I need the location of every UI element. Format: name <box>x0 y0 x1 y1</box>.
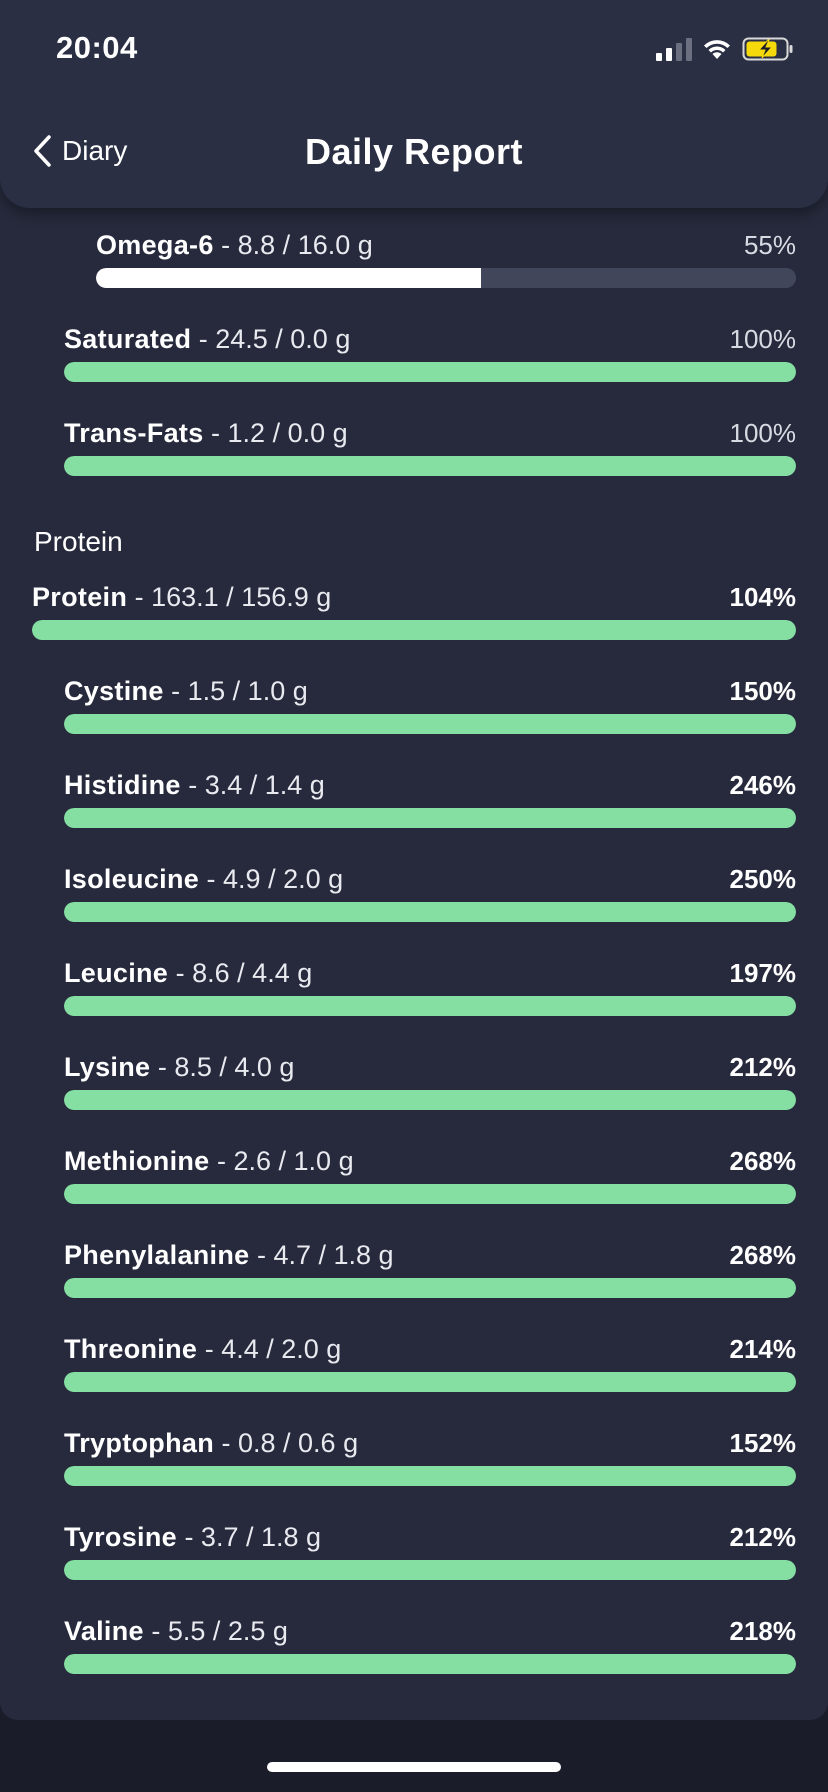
nutrient-row-phenylalanine: Phenylalanine - 4.7 / 1.8 g 268% <box>64 1240 796 1300</box>
nutrient-percent: 268% <box>729 1146 797 1176</box>
nutrient-row-omega-6: Omega-6 - 8.8 / 16.0 g 55% <box>96 230 796 290</box>
progress-track <box>64 1654 796 1674</box>
status-time: 20:04 <box>56 30 138 65</box>
nutrient-row-methionine: Methionine - 2.6 / 1.0 g 268% <box>64 1146 796 1206</box>
back-label: Diary <box>62 135 128 166</box>
nutrient-label: Valine - 5.5 / 2.5 g <box>64 1616 288 1646</box>
nutrient-row-tyrosine: Tyrosine - 3.7 / 1.8 g 212% <box>64 1522 796 1582</box>
back-button[interactable]: Diary <box>32 134 127 168</box>
progress-fill <box>64 714 796 734</box>
progress-fill <box>64 1372 796 1392</box>
progress-track <box>96 268 796 288</box>
nutrient-percent: 100% <box>729 324 797 354</box>
progress-track <box>64 1278 796 1298</box>
progress-track <box>64 1466 796 1486</box>
nutrient-percent: 246% <box>729 770 797 800</box>
nutrient-label: Methionine - 2.6 / 1.0 g <box>64 1146 354 1176</box>
progress-track <box>64 456 796 476</box>
nutrient-row-isoleucine: Isoleucine - 4.9 / 2.0 g 250% <box>64 864 796 924</box>
nutrient-row-valine: Valine - 5.5 / 2.5 g 218% <box>64 1616 796 1676</box>
progress-track <box>64 808 796 828</box>
nutrient-label: Tyrosine - 3.7 / 1.8 g <box>64 1522 322 1552</box>
nutrient-label: Tryptophan - 0.8 / 0.6 g <box>64 1428 359 1458</box>
home-indicator[interactable] <box>267 1762 561 1772</box>
progress-fill <box>32 620 796 640</box>
progress-fill <box>64 1184 796 1204</box>
section-title-protein: Protein <box>34 526 123 557</box>
nutrient-row-threonine: Threonine - 4.4 / 2.0 g 214% <box>64 1334 796 1394</box>
nutrient-percent: 250% <box>729 864 797 894</box>
progress-track <box>64 902 796 922</box>
nutrient-percent: 197% <box>729 958 797 988</box>
nutrient-label: Isoleucine - 4.9 / 2.0 g <box>64 864 344 894</box>
nutrient-label: Saturated - 24.5 / 0.0 g <box>64 324 351 354</box>
progress-track <box>64 996 796 1016</box>
progress-fill <box>64 1090 796 1110</box>
progress-track <box>64 1372 796 1392</box>
progress-fill <box>64 1654 796 1674</box>
nutrient-percent: 214% <box>729 1334 797 1364</box>
nutrient-label: Histidine - 3.4 / 1.4 g <box>64 770 325 800</box>
nutrient-percent: 212% <box>729 1052 797 1082</box>
nutrient-row-tryptophan: Tryptophan - 0.8 / 0.6 g 152% <box>64 1428 796 1488</box>
progress-fill <box>96 268 481 288</box>
nutrient-percent: 152% <box>729 1428 797 1458</box>
nutrient-percent: 55% <box>743 230 796 260</box>
nutrient-label: Threonine - 4.4 / 2.0 g <box>64 1334 342 1364</box>
cellular-signal-icon <box>656 37 692 61</box>
progress-fill <box>64 1278 796 1298</box>
report-card: Omega-6 - 8.8 / 16.0 g 55% Saturated - 2… <box>0 0 828 1720</box>
nutrient-label: Trans-Fats - 1.2 / 0.0 g <box>64 418 348 448</box>
progress-fill <box>64 1560 796 1580</box>
nutrient-row-leucine: Leucine - 8.6 / 4.4 g 197% <box>64 958 796 1018</box>
nutrient-label: Cystine - 1.5 / 1.0 g <box>64 676 308 706</box>
nutrient-percent: 212% <box>729 1522 797 1552</box>
progress-track <box>64 362 796 382</box>
nutrient-label: Lysine - 8.5 / 4.0 g <box>64 1052 295 1082</box>
nutrient-percent: 268% <box>729 1240 797 1270</box>
nutrient-percent: 218% <box>729 1616 797 1646</box>
nutrient-label: Leucine - 8.6 / 4.4 g <box>64 958 313 988</box>
progress-track <box>64 1560 796 1580</box>
progress-fill <box>64 456 796 476</box>
nutrient-row-saturated: Saturated - 24.5 / 0.0 g 100% <box>64 324 796 384</box>
nutrient-row-histidine: Histidine - 3.4 / 1.4 g 246% <box>64 770 796 830</box>
progress-track <box>64 1184 796 1204</box>
status-icons <box>656 36 794 62</box>
page-title: Daily Report <box>304 131 524 172</box>
nutrient-percent: 150% <box>729 676 797 706</box>
nutrient-row-lysine: Lysine - 8.5 / 4.0 g 212% <box>64 1052 796 1112</box>
nutrient-label: Protein - 163.1 / 156.9 g <box>32 582 332 612</box>
progress-fill <box>64 996 796 1016</box>
nutrient-row-trans-fats: Trans-Fats - 1.2 / 0.0 g 100% <box>64 418 796 478</box>
nutrient-percent: 104% <box>729 582 797 612</box>
progress-track <box>64 1090 796 1110</box>
progress-fill <box>64 362 796 382</box>
progress-fill <box>64 1466 796 1486</box>
nutrient-label: Phenylalanine - 4.7 / 1.8 g <box>64 1240 394 1270</box>
chevron-left-icon <box>34 135 51 167</box>
nutrient-label: Omega-6 - 8.8 / 16.0 g <box>96 230 373 260</box>
nutrient-percent: 100% <box>729 418 797 448</box>
header: 20:04 Diary <box>0 0 828 208</box>
nutrient-row-protein: Protein - 163.1 / 156.9 g 104% <box>32 582 796 642</box>
nutrient-row-cystine: Cystine - 1.5 / 1.0 g 150% <box>64 676 796 736</box>
progress-fill <box>64 808 796 828</box>
progress-track <box>32 620 796 640</box>
progress-fill <box>64 902 796 922</box>
wifi-icon <box>702 37 732 61</box>
battery-charging-icon <box>742 37 793 61</box>
progress-track <box>64 714 796 734</box>
